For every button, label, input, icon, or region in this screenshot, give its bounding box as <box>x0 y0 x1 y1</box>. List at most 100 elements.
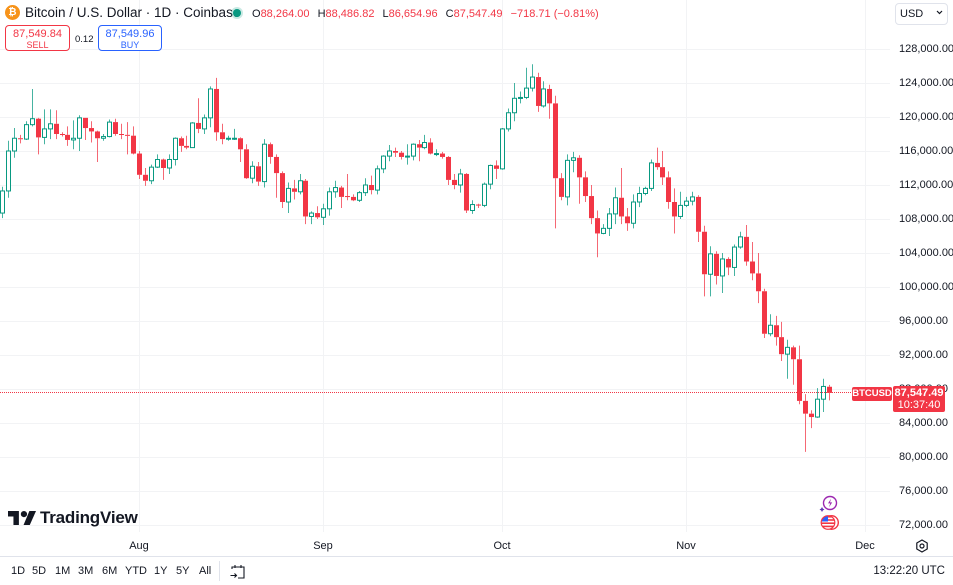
candle <box>24 121 29 140</box>
range-1y[interactable]: 1Y <box>154 565 168 577</box>
candle <box>327 187 332 216</box>
candle <box>393 147 398 157</box>
range-1m[interactable]: 1M <box>55 565 71 577</box>
price-label: 100,000.00 <box>899 281 953 293</box>
gear-icon[interactable] <box>915 539 929 553</box>
utc-clock[interactable]: 13:22:20 UTC <box>873 565 945 577</box>
range-6m[interactable]: 6M <box>102 565 118 577</box>
candle <box>779 321 784 361</box>
buy-price: 87,549.96 <box>105 28 155 40</box>
buy-button[interactable]: 87,549.96 BUY <box>98 25 162 51</box>
candle <box>161 158 166 180</box>
candle <box>684 196 689 208</box>
low-label: L <box>382 8 389 20</box>
candle <box>155 154 160 168</box>
candle <box>470 200 475 214</box>
candle <box>601 224 606 235</box>
candle <box>208 86 213 128</box>
time-axis[interactable]: Aug Sep Oct Nov Dec <box>0 532 953 557</box>
candle <box>518 91 523 104</box>
range-all[interactable]: All <box>199 565 212 577</box>
candle <box>357 190 362 202</box>
close-label: C <box>445 8 454 20</box>
candle <box>411 143 416 161</box>
range-ytd[interactable]: YTD <box>125 565 147 577</box>
candle <box>286 182 291 214</box>
candle <box>774 315 779 346</box>
candle <box>131 126 136 155</box>
candle <box>809 410 814 429</box>
buy-label: BUY <box>120 40 140 50</box>
candle <box>619 168 624 225</box>
high-value: 88,486.82 <box>325 8 375 20</box>
candle <box>42 109 47 145</box>
candle <box>89 121 94 143</box>
price-label: 112,000.00 <box>899 179 953 191</box>
symbol-title[interactable]: Bitcoin / U.S. Dollar · 1D · Coinbase <box>25 5 241 20</box>
market-open-dot-icon <box>233 9 241 17</box>
calendar-goto-icon[interactable] <box>229 563 247 581</box>
us-flag-icon[interactable] <box>819 513 839 533</box>
price-label: 92,000.00 <box>899 349 948 361</box>
candle <box>696 195 701 242</box>
candle <box>708 246 713 297</box>
candle <box>547 84 552 119</box>
chevron-down-icon <box>936 10 943 15</box>
last-price-tag: 87,547.49 10:37:40 <box>893 386 945 412</box>
range-1d[interactable]: 1D <box>11 565 26 577</box>
candle <box>333 180 338 198</box>
sell-button[interactable]: 87,549.84 SELL <box>5 25 70 51</box>
candle <box>678 191 683 219</box>
candle <box>309 211 314 225</box>
candle <box>434 149 439 157</box>
last-price-line <box>0 392 851 393</box>
candle <box>36 117 41 155</box>
candle <box>298 173 303 195</box>
chart-canvas[interactable] <box>0 0 893 532</box>
candle <box>613 187 618 225</box>
price-axis[interactable]: 128,000.00 124,000.00 120,000.00 116,000… <box>893 0 953 532</box>
grid-layer <box>0 0 890 532</box>
range-5y[interactable]: 5Y <box>176 565 190 577</box>
candle <box>125 122 130 155</box>
candle <box>262 139 267 188</box>
candle <box>48 109 53 140</box>
toolbar-divider <box>219 561 220 581</box>
candle <box>762 288 767 338</box>
candle <box>214 77 219 141</box>
high-label: H <box>317 8 326 20</box>
lightning-icon[interactable] <box>818 494 838 514</box>
candle <box>631 194 636 229</box>
candle <box>464 173 469 214</box>
price-label: 116,000.00 <box>899 145 953 157</box>
candle <box>77 115 82 151</box>
range-3m[interactable]: 3M <box>78 565 94 577</box>
price-label: 108,000.00 <box>899 213 953 225</box>
time-label: Oct <box>493 540 511 552</box>
candle <box>220 123 225 145</box>
candle <box>791 345 796 385</box>
candle <box>660 151 665 185</box>
candle <box>375 165 380 195</box>
time-label: Aug <box>129 540 149 552</box>
range-5d[interactable]: 5D <box>32 565 47 577</box>
currency-select[interactable]: USD <box>895 3 948 25</box>
candle <box>363 178 368 197</box>
candle <box>803 394 808 452</box>
candle <box>6 140 11 198</box>
candle <box>488 164 493 190</box>
candle <box>351 194 356 202</box>
low-value: 86,654.96 <box>388 8 438 20</box>
candle <box>607 207 612 236</box>
candle <box>428 138 433 155</box>
candle <box>827 384 832 401</box>
sell-price: 87,549.84 <box>13 28 62 40</box>
tradingview-logo[interactable]: TradingView <box>8 508 138 527</box>
candle <box>244 144 249 180</box>
candle <box>184 135 189 150</box>
candle <box>173 137 178 166</box>
candle <box>506 108 511 132</box>
candle <box>797 345 802 405</box>
candle <box>476 203 481 208</box>
candle <box>321 203 326 225</box>
